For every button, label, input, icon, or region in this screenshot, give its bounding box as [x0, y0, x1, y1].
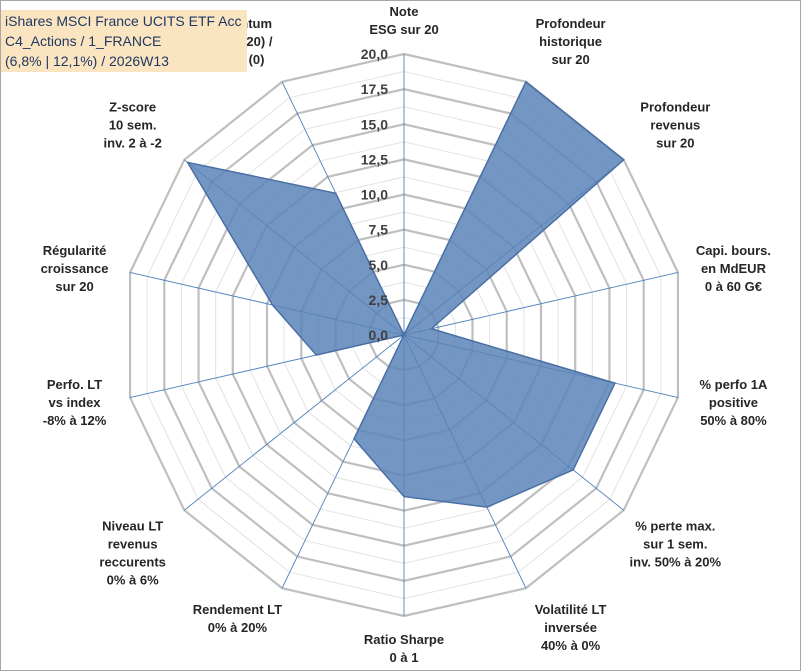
axis-label-line: sur 20	[551, 52, 589, 67]
axis-label-line: vs index	[49, 395, 102, 410]
axis-label-line: positive	[709, 395, 758, 410]
axis-label-line: Rendement LT	[193, 602, 282, 617]
title-category: C4_Actions / 1_FRANCE	[5, 33, 162, 49]
axis-label-line: % perte max.	[635, 519, 715, 534]
axis-label-line: inversée	[544, 620, 597, 635]
axis-label: Volatilité LT inversée 40% à 0%	[535, 602, 607, 653]
axis-label-line: 50% à 80%	[700, 413, 767, 428]
axis-label: Niveau LT revenus reccurents 0% à 6%	[99, 519, 165, 588]
axis-label: % perfo 1A positive 50% à 80%	[700, 377, 769, 428]
axis-label-line: 10 sem.	[109, 117, 157, 132]
axis-label-line: revenus	[650, 117, 700, 132]
axis-label: % perte max. sur 1 sem. inv. 50% à 20%	[630, 519, 722, 570]
axis-label: Z-score 10 sem. inv. 2 à -2	[104, 99, 162, 150]
title-fund-name: iShares MSCI France UCITS ETF Acc	[5, 13, 242, 29]
axis-label-line: 0 à 60 G€	[705, 279, 762, 294]
axis-label-line: -8% à 12%	[43, 413, 107, 428]
axis-label-line: Profondeur	[640, 99, 710, 114]
axis-label-line: % perfo 1A	[700, 377, 769, 392]
axis-label-line: Capi. bours.	[696, 243, 771, 258]
axis-label-line: Note	[390, 4, 419, 19]
axis-label-line: Profondeur	[536, 16, 606, 31]
axis-label: Régularité croissance sur 20	[41, 243, 109, 294]
axis-spoke	[184, 334, 405, 511]
axis-label-line: 0 à 1	[390, 650, 419, 665]
axis-label-line: Régularité	[43, 243, 107, 258]
axis-label-line: sur 1 sem.	[643, 537, 707, 552]
axis-label-line: croissance	[41, 261, 109, 276]
axis-label-line: sur 20	[656, 135, 694, 150]
axis-spoke	[403, 272, 679, 336]
axis-label: Note ESG sur 20	[369, 4, 438, 37]
axis-label-line: inv. 2 à -2	[104, 135, 162, 150]
axis-label: Ratio Sharpe 0 à 1	[364, 632, 444, 665]
axis-label: Profondeur revenus sur 20	[640, 99, 710, 150]
axis-label-line: Ratio Sharpe	[364, 632, 444, 647]
tick-label: 0,0	[369, 327, 389, 343]
axis-label: Perfo. LT vs index -8% à 12%	[43, 377, 107, 428]
tick-label: 20,0	[361, 46, 388, 62]
axis-label-line: 0% à 6%	[107, 573, 159, 588]
axis-label-line: sur 20	[55, 279, 93, 294]
tick-label: 5,0	[369, 257, 389, 273]
axis-label-line: historique	[539, 34, 602, 49]
axis-label: Rendement LT 0% à 20%	[193, 602, 282, 635]
series-layer	[186, 80, 625, 508]
axis-label-line: Volatilité LT	[535, 602, 607, 617]
axis-label-line: revenus	[108, 537, 158, 552]
tick-layer: 0,0 2,5 5,0 7,5 10,0 12,5 15,0 17,5 20,0	[361, 46, 388, 343]
axis-label-line: inv. 50% à 20%	[630, 555, 722, 570]
axis-label-line: Z-score	[109, 99, 156, 114]
tick-label: 10,0	[361, 187, 388, 203]
tick-label: 12,5	[361, 151, 388, 167]
tick-label: 17,5	[361, 81, 388, 97]
axis-label: Capi. bours. en MdEUR 0 à 60 G€	[696, 243, 771, 294]
axis-label-line: Perfo. LT	[47, 377, 102, 392]
tick-label: 2,5	[369, 292, 389, 308]
label-layer: Note ESG sur 20 Profondeur historique sur 20…	[41, 4, 771, 665]
axis-label-line: en MdEUR	[701, 261, 767, 276]
axis-label-line: 0% à 20%	[208, 620, 268, 635]
title-box: iShares MSCI France UCITS ETF Acc C4_Act…	[1, 10, 247, 72]
axis-label-line: ESG sur 20	[369, 22, 438, 37]
axis-label-line: reccurents	[99, 555, 165, 570]
title-stats: (6,8% | 12,1%) / 2026W13	[5, 53, 169, 69]
series-area	[186, 80, 625, 508]
axis-label: Profondeur historique sur 20	[536, 16, 606, 67]
axis-label-line: Niveau LT	[102, 519, 163, 534]
tick-label: 7,5	[369, 222, 389, 238]
axis-label-line: 40% à 0%	[541, 638, 601, 653]
tick-label: 15,0	[361, 116, 388, 132]
